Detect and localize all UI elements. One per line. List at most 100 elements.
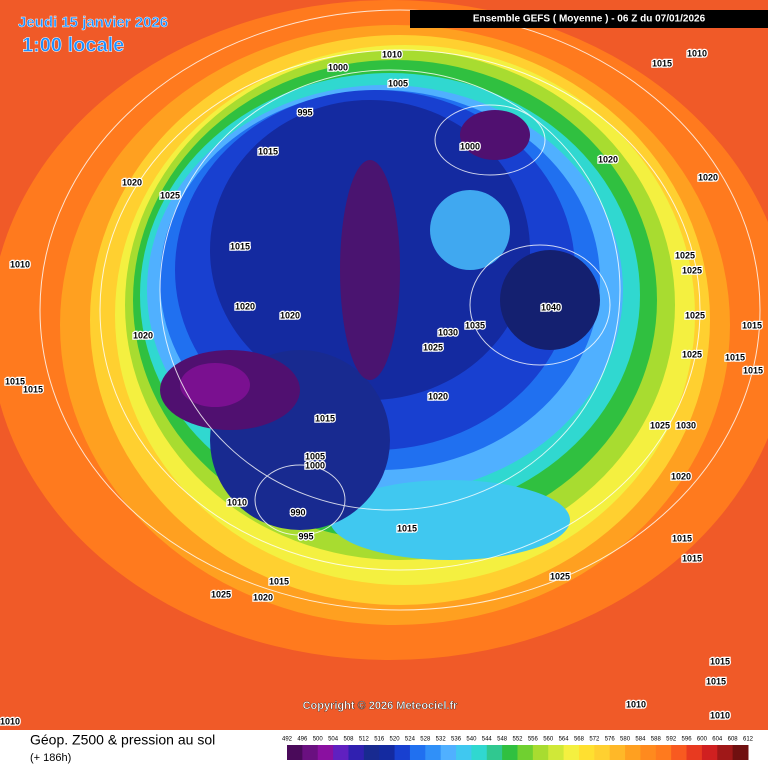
isobar-label: 1015 — [672, 533, 692, 543]
colorbar-swatch — [686, 745, 703, 760]
isobar-label: 1015 — [652, 58, 672, 68]
isobar-label: 1020 — [280, 310, 300, 320]
isobar-label: 1020 — [235, 301, 255, 311]
isobar-label: 1030 — [438, 327, 458, 337]
colorbar-label: 552 — [512, 737, 523, 743]
isobar-label: 1025 — [685, 310, 705, 320]
valid-date: Jeudi 15 janvier 2026 — [18, 14, 168, 31]
isobar-label: 1020 — [428, 391, 448, 401]
colorbar-label: 596 — [682, 737, 693, 743]
isobar-label: 1020 — [122, 177, 142, 187]
colorbar-swatch — [394, 745, 411, 760]
isobar-label: 1015 — [315, 413, 335, 423]
isobar-label: 1020 — [133, 330, 153, 340]
isobar-label: 1015 — [743, 365, 763, 375]
isobar-label: 1015 — [23, 384, 43, 394]
colorbar-label: 600 — [697, 737, 708, 743]
colorbar-label: 572 — [589, 737, 600, 743]
isobar-label: 1035 — [465, 320, 485, 330]
isobar-label: 1015 — [397, 523, 417, 533]
isobar-label: 1010 — [710, 710, 730, 720]
colorbar-label: 500 — [313, 737, 324, 743]
colorbar-label: 520 — [390, 737, 401, 743]
isobar-label: 1000 — [460, 141, 480, 151]
colorbar-swatch — [701, 745, 718, 760]
colorbar-label: 608 — [728, 737, 739, 743]
isobar-label: 1025 — [682, 349, 702, 359]
colorbar-swatch — [548, 745, 565, 760]
colorbar-label: 536 — [451, 737, 462, 743]
colorbar-label: 528 — [420, 737, 431, 743]
colorbar-swatch — [486, 745, 503, 760]
isobar-label: 1020 — [253, 592, 273, 602]
colorbar-label: 560 — [543, 737, 554, 743]
colorbar-swatch — [409, 745, 426, 760]
colorbar-swatch — [302, 745, 319, 760]
isobar-label: 1015 — [725, 352, 745, 362]
colorbar-swatch — [563, 745, 580, 760]
isobar-label: 1015 — [706, 676, 726, 686]
colorbar-swatch — [625, 745, 641, 760]
isobar-label: 1015 — [258, 146, 278, 156]
colorbar-label: 496 — [297, 737, 308, 743]
isobar-label: 1025 — [682, 265, 702, 275]
colorbar-swatch — [317, 745, 334, 760]
isobar-label: 1005 — [388, 78, 408, 88]
colorbar-label: 568 — [574, 737, 585, 743]
field-name: Géop. Z500 & pression au sol — [30, 732, 215, 748]
isobar-label: 1015 — [5, 376, 25, 386]
colorbar-swatch — [348, 745, 365, 760]
colorbar-label: 588 — [651, 737, 662, 743]
colorbar-label: 592 — [666, 737, 677, 743]
colorbar-swatch — [640, 745, 657, 760]
colorbar-label: 556 — [528, 737, 539, 743]
colorbar-swatch — [379, 745, 396, 760]
colorbar-label: 612 — [743, 737, 754, 743]
valid-time: 1:00 locale — [22, 34, 124, 56]
colorbar-swatch — [502, 745, 518, 760]
isobar-label: 1010 — [227, 497, 247, 507]
colorbar-label: 576 — [605, 737, 616, 743]
isobar-label: 1015 — [682, 553, 702, 563]
colorbar-label: 532 — [436, 737, 447, 743]
colorbar-label: 584 — [635, 737, 646, 743]
isobar-label: 1025 — [650, 420, 670, 430]
isobar-label: 1040 — [541, 302, 561, 312]
isobar-lines — [39, 9, 761, 611]
colorbar-swatch — [456, 745, 472, 760]
colorbar-label: 604 — [712, 737, 723, 743]
isobar-label: 1015 — [710, 656, 730, 666]
run-box — [410, 10, 768, 28]
isobar-label: 1000 — [305, 460, 325, 470]
isobar-label: 1015 — [742, 320, 762, 330]
colorbar-swatch — [363, 745, 380, 760]
isobar-label: 1020 — [698, 172, 718, 182]
colorbar-swatch — [425, 745, 442, 760]
isobar-label: 1025 — [160, 190, 180, 200]
colorbar-swatch — [732, 745, 749, 760]
colorbar-swatch — [655, 745, 672, 760]
colorbar-label: 492 — [282, 737, 293, 743]
isobar-labels: 1000101010059951000101510201020102510151… — [0, 47, 764, 728]
isobar-label: 1025 — [423, 342, 443, 352]
colorbar-label: 516 — [374, 737, 385, 743]
colorbar-swatch — [578, 745, 595, 760]
isobar-label: 1010 — [687, 48, 707, 58]
colorbar-swatch — [517, 745, 534, 760]
colorbar-swatch — [333, 745, 349, 760]
colorbar-label: 540 — [466, 737, 477, 743]
colorbar-label: 524 — [405, 737, 416, 743]
colorbar-label: 512 — [359, 737, 370, 743]
colorbar-label: 580 — [620, 737, 631, 743]
isobar-label: 1020 — [598, 154, 618, 164]
colorbar-swatch — [609, 745, 626, 760]
isobar-label: 1030 — [676, 420, 696, 430]
lead-time: (+ 186h) — [30, 752, 71, 764]
isobar-label: 1010 — [0, 716, 20, 726]
isobar-label: 1000 — [328, 62, 348, 72]
isobar-label: 1025 — [211, 589, 231, 599]
isobar-label: 1010 — [382, 49, 402, 59]
colorbar-swatch — [532, 745, 549, 760]
colorbar-label: 548 — [497, 737, 508, 743]
